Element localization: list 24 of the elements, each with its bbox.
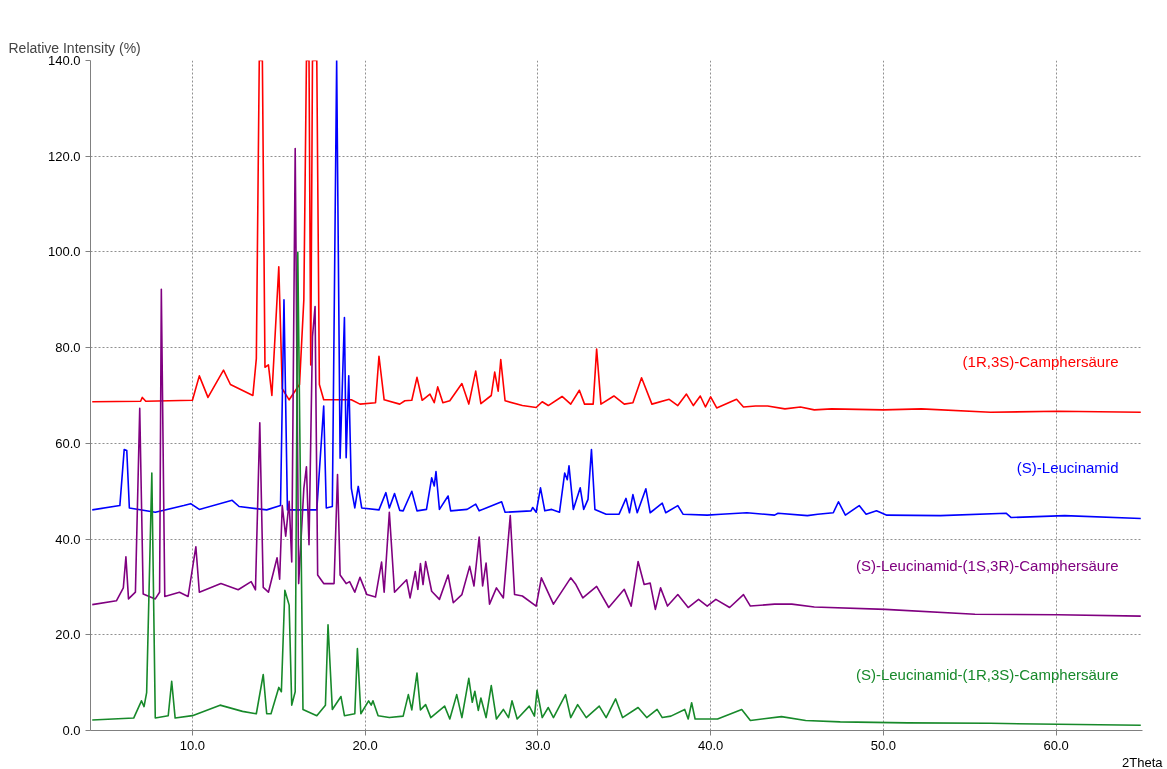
y-tick-label: 120.0: [47, 148, 81, 164]
line-series: [91, 147, 1142, 617]
x-tick-label: 30.0: [525, 737, 551, 753]
line-series: [91, 251, 1142, 727]
y-tick-label: 60.0: [55, 435, 81, 451]
y-tick-label: 100.0: [47, 244, 81, 260]
text: (S)-Leucinamid: [1016, 458, 1119, 476]
y-tick-label: 0.0: [62, 723, 81, 738]
line-series: [91, 60, 1142, 520]
y-tick-label: 80.0: [55, 340, 81, 356]
x-tick-label: 10.0: [179, 737, 206, 753]
y-tick-label: 140.0: [47, 53, 81, 68]
x-tick-label: 60.0: [1043, 737, 1069, 753]
x-tick-label: 20.0: [352, 737, 378, 753]
x-tick-label: 50.0: [870, 737, 897, 753]
text: (S)-Leucinamid-(1R,3S)-Camphersäure: [855, 665, 1119, 683]
text: (1R,3S)-Camphersäure: [962, 352, 1119, 370]
x-axis-title: 2Theta: [1122, 754, 1164, 769]
text: (S)-Leucinamid-(1S,3R)-Camphersäure: [855, 556, 1119, 574]
line-series: [91, 60, 1142, 414]
y-tick-label: 40.0: [55, 531, 81, 547]
x-tick-label: 40.0: [697, 737, 724, 753]
y-tick-label: 20.0: [55, 627, 81, 643]
y-axis-title: Relative Intensity (%): [8, 39, 141, 56]
